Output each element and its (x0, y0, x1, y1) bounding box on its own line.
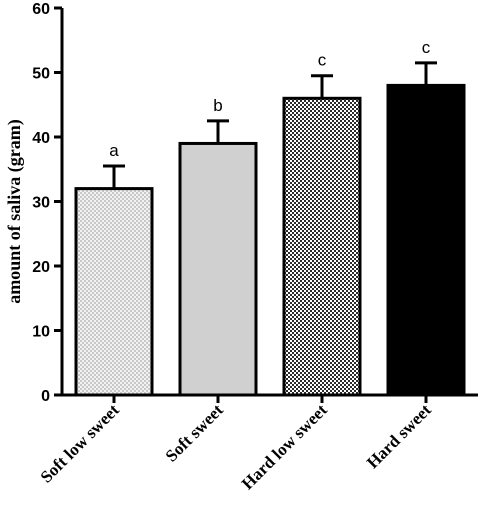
significance-label: c (422, 38, 431, 57)
bar (386, 83, 466, 397)
category-label: Soft low sweet (37, 400, 123, 486)
y-tick-label: 50 (32, 66, 50, 83)
bar (178, 141, 258, 397)
y-tick-label: 10 (32, 324, 50, 341)
significance-label: a (109, 141, 119, 160)
y-tick-label: 60 (32, 1, 50, 18)
bars (74, 61, 466, 397)
significance-label: c (318, 51, 327, 70)
y-tick-label: 30 (32, 195, 50, 212)
y-tick-label: 20 (32, 259, 50, 276)
y-tick-label: 40 (32, 130, 50, 147)
bar (74, 187, 154, 397)
category-label: Hard low sweet (238, 400, 331, 493)
y-axis-title: amount of saliva (gram) (4, 119, 25, 303)
y-tick-label: 0 (41, 388, 50, 405)
significance-label: b (213, 96, 222, 115)
category-label: Hard sweet (363, 400, 435, 472)
bar (282, 96, 362, 397)
category-label: Soft sweet (162, 400, 227, 465)
